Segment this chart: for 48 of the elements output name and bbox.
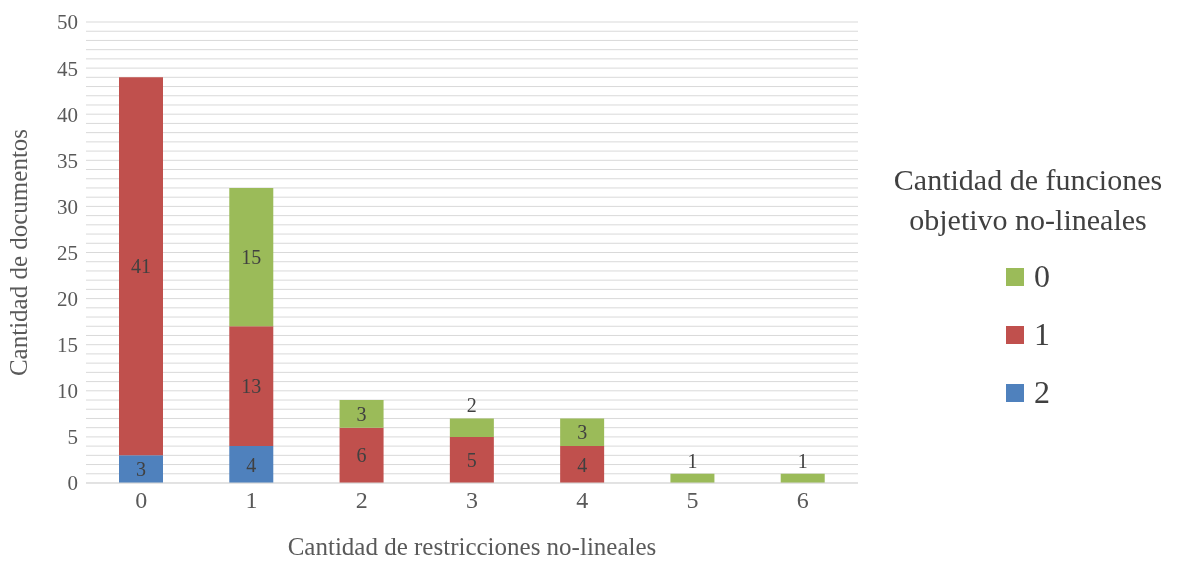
legend-label: 1	[1034, 316, 1050, 353]
data-label: 13	[241, 375, 262, 398]
data-label: 3	[356, 402, 367, 425]
x-tick-label: 1	[245, 487, 258, 514]
data-label: 1	[687, 449, 698, 472]
x-tick-label: 3	[466, 487, 478, 514]
bar	[119, 455, 163, 483]
data-label: 4	[577, 453, 588, 476]
y-tick-label: 45	[57, 56, 78, 81]
y-axis-title: Cantidad de documentos	[4, 128, 32, 377]
bar	[119, 77, 163, 456]
y-tick-label: 35	[57, 148, 78, 173]
x-tick-label: 4	[576, 487, 589, 514]
bar	[339, 427, 384, 483]
x-tick-label: 0	[135, 487, 148, 514]
x-tick-label: 6	[796, 487, 809, 514]
legend-title: Cantidad de funciones objetivo no-lineales	[892, 161, 1164, 238]
y-tick-label: 5	[67, 425, 78, 450]
bar	[339, 400, 384, 428]
y-tick-label: 50	[57, 10, 78, 35]
data-label: 6	[356, 444, 367, 467]
data-label: 15	[241, 246, 262, 269]
data-label: 4	[246, 453, 257, 476]
bar	[449, 436, 494, 483]
bar	[560, 446, 605, 483]
legend-label: 0	[1034, 258, 1050, 295]
y-tick-label: 0	[67, 471, 78, 496]
data-label: 3	[136, 458, 146, 481]
y-tick-label: 15	[57, 333, 78, 358]
data-label: 41	[131, 255, 151, 278]
y-tick-label: 25	[57, 240, 78, 265]
bar	[229, 446, 274, 483]
data-label: 2	[466, 394, 477, 417]
x-tick-label: 2	[355, 487, 368, 514]
bar	[560, 418, 605, 447]
data-label: 5	[466, 448, 477, 471]
bar	[229, 187, 274, 327]
y-tick-label: 20	[57, 287, 78, 312]
bar	[449, 418, 494, 437]
legend-label: 2	[1034, 374, 1050, 411]
data-label: 1	[797, 449, 808, 472]
y-tick-label: 30	[57, 194, 78, 219]
x-tick-label: 5	[686, 487, 699, 514]
y-tick-label: 40	[57, 102, 78, 127]
y-tick-label: 10	[57, 379, 78, 404]
x-axis-title: Cantidad de restricciones no-lineales	[287, 533, 657, 560]
bar	[229, 326, 274, 447]
data-label: 3	[577, 421, 588, 444]
